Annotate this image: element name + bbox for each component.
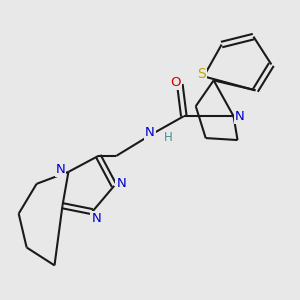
Text: N: N	[56, 164, 65, 176]
Text: N: N	[116, 177, 126, 190]
Text: N: N	[235, 110, 244, 123]
Text: N: N	[92, 212, 101, 225]
Text: S: S	[197, 68, 206, 81]
Text: H: H	[164, 131, 173, 144]
Text: N: N	[145, 126, 155, 139]
Text: O: O	[171, 76, 181, 89]
